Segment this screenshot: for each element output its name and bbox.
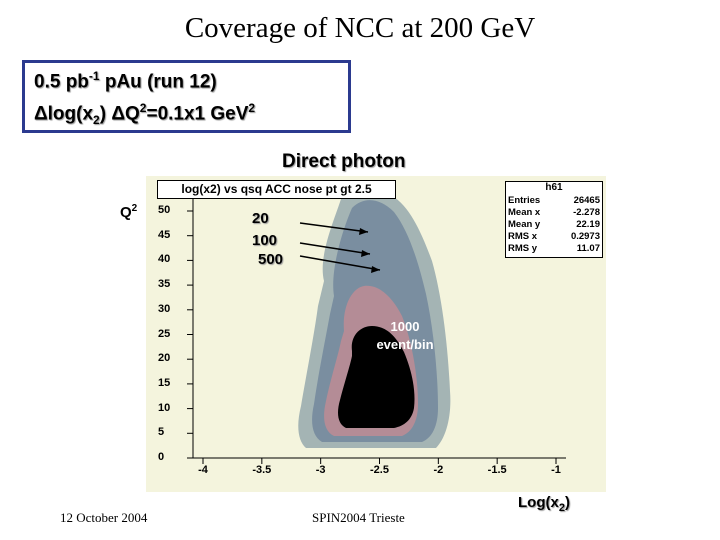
x-tick-label: -1.5 [487, 464, 507, 476]
run-info-box: 0.5 pb-1 pAu (run 12) Δlog(x2) ΔQ2=0.1x1… [22, 60, 351, 133]
binning-text: =0.1x1 GeV [146, 103, 249, 125]
x-tick-label: -4 [198, 464, 208, 476]
stat-value: 22.19 [576, 219, 600, 230]
x-axis-label: Log(x2) [518, 494, 570, 514]
stats-box: h61 Entries 26465 Mean x -2.278 Mean y 22.1… [505, 181, 603, 258]
plot-panel: log(x2) vs qsq ACC nose pt gt 2.5 h61 En… [146, 176, 606, 492]
stat-value: -2.278 [573, 207, 600, 218]
y-axis-label: Q2 [120, 203, 137, 221]
delta-symbol: Δ [111, 103, 125, 125]
y-axis-label-text: Q [120, 204, 132, 221]
y-tick-label: 15 [158, 376, 171, 389]
contour-plot [187, 184, 566, 464]
log-close: ) [99, 103, 112, 125]
plot-subtitle: Direct photon [282, 151, 406, 172]
delta-symbol: Δ [34, 103, 48, 125]
stat-key: Mean x [508, 207, 541, 218]
log-subscript: 2 [93, 113, 100, 128]
x-axis-label-sub: 2 [558, 502, 565, 514]
q-exponent: 2 [139, 101, 147, 115]
y-axis-label-sup: 2 [131, 203, 138, 214]
x-tick-label: -3 [315, 464, 326, 476]
run-text: pAu (run 12) [99, 71, 217, 93]
run-info-line2: Δlog(x2) ΔQ2=0.1x1 GeV2 [34, 101, 255, 127]
x-tick-label: -2 [433, 464, 444, 476]
stat-key: RMS x [508, 231, 538, 242]
contour-label-100: 100 [252, 232, 278, 249]
y-tick-label: 35 [158, 278, 171, 291]
stat-value: 11.07 [576, 243, 600, 254]
y-tick-label: 5 [158, 426, 165, 439]
x-tick-label: -3.5 [252, 464, 272, 476]
contour-label-500: 500 [258, 251, 284, 268]
footer-date: 12 October 2004 [60, 510, 148, 525]
gev-exponent: 2 [248, 101, 256, 115]
luminosity-exponent: -1 [88, 69, 100, 83]
contour-label-20: 20 [252, 210, 269, 227]
x-tick-label: -1 [551, 464, 561, 476]
y-tick-label: 10 [158, 401, 171, 414]
y-tick-label: 20 [158, 352, 171, 365]
q-text: Q [125, 103, 140, 125]
x-tick-label: -2.5 [370, 464, 389, 476]
luminosity-text: 0.5 pb [34, 71, 89, 93]
stat-key: Mean y [508, 219, 541, 230]
run-info-line1: 0.5 pb-1 pAu (run 12) [34, 69, 217, 93]
contour-label-1000-value: 1000 [390, 319, 420, 334]
y-tick-label: 30 [158, 302, 171, 315]
log-text: log(x [47, 103, 94, 125]
stat-key: RMS y [508, 243, 538, 254]
contour-label-1000: 1000 event/bin [360, 318, 450, 354]
stat-key: Entries [508, 195, 541, 206]
stats-title: h61 [545, 182, 563, 193]
y-tick-label: 50 [158, 204, 171, 216]
y-tick-label: 45 [158, 228, 171, 241]
footer-conference: SPIN2004 Trieste [312, 510, 405, 525]
contour-1000 [338, 326, 415, 428]
stat-value: 0.2973 [570, 231, 600, 242]
stat-value: 26465 [573, 195, 600, 206]
y-tick-label: 25 [158, 327, 171, 340]
slide-title: Coverage of NCC at 200 GeV [184, 12, 536, 44]
y-tick-label: 0 [158, 451, 165, 463]
contour-label-1000-unit: event/bin [376, 337, 434, 352]
y-tick-label: 40 [158, 253, 171, 266]
x-axis-label-text: Log(x [518, 494, 559, 511]
x-axis-label-close: ) [564, 494, 570, 511]
histogram-title: log(x2) vs qsq ACC nose pt gt 2.5 [157, 180, 396, 199]
